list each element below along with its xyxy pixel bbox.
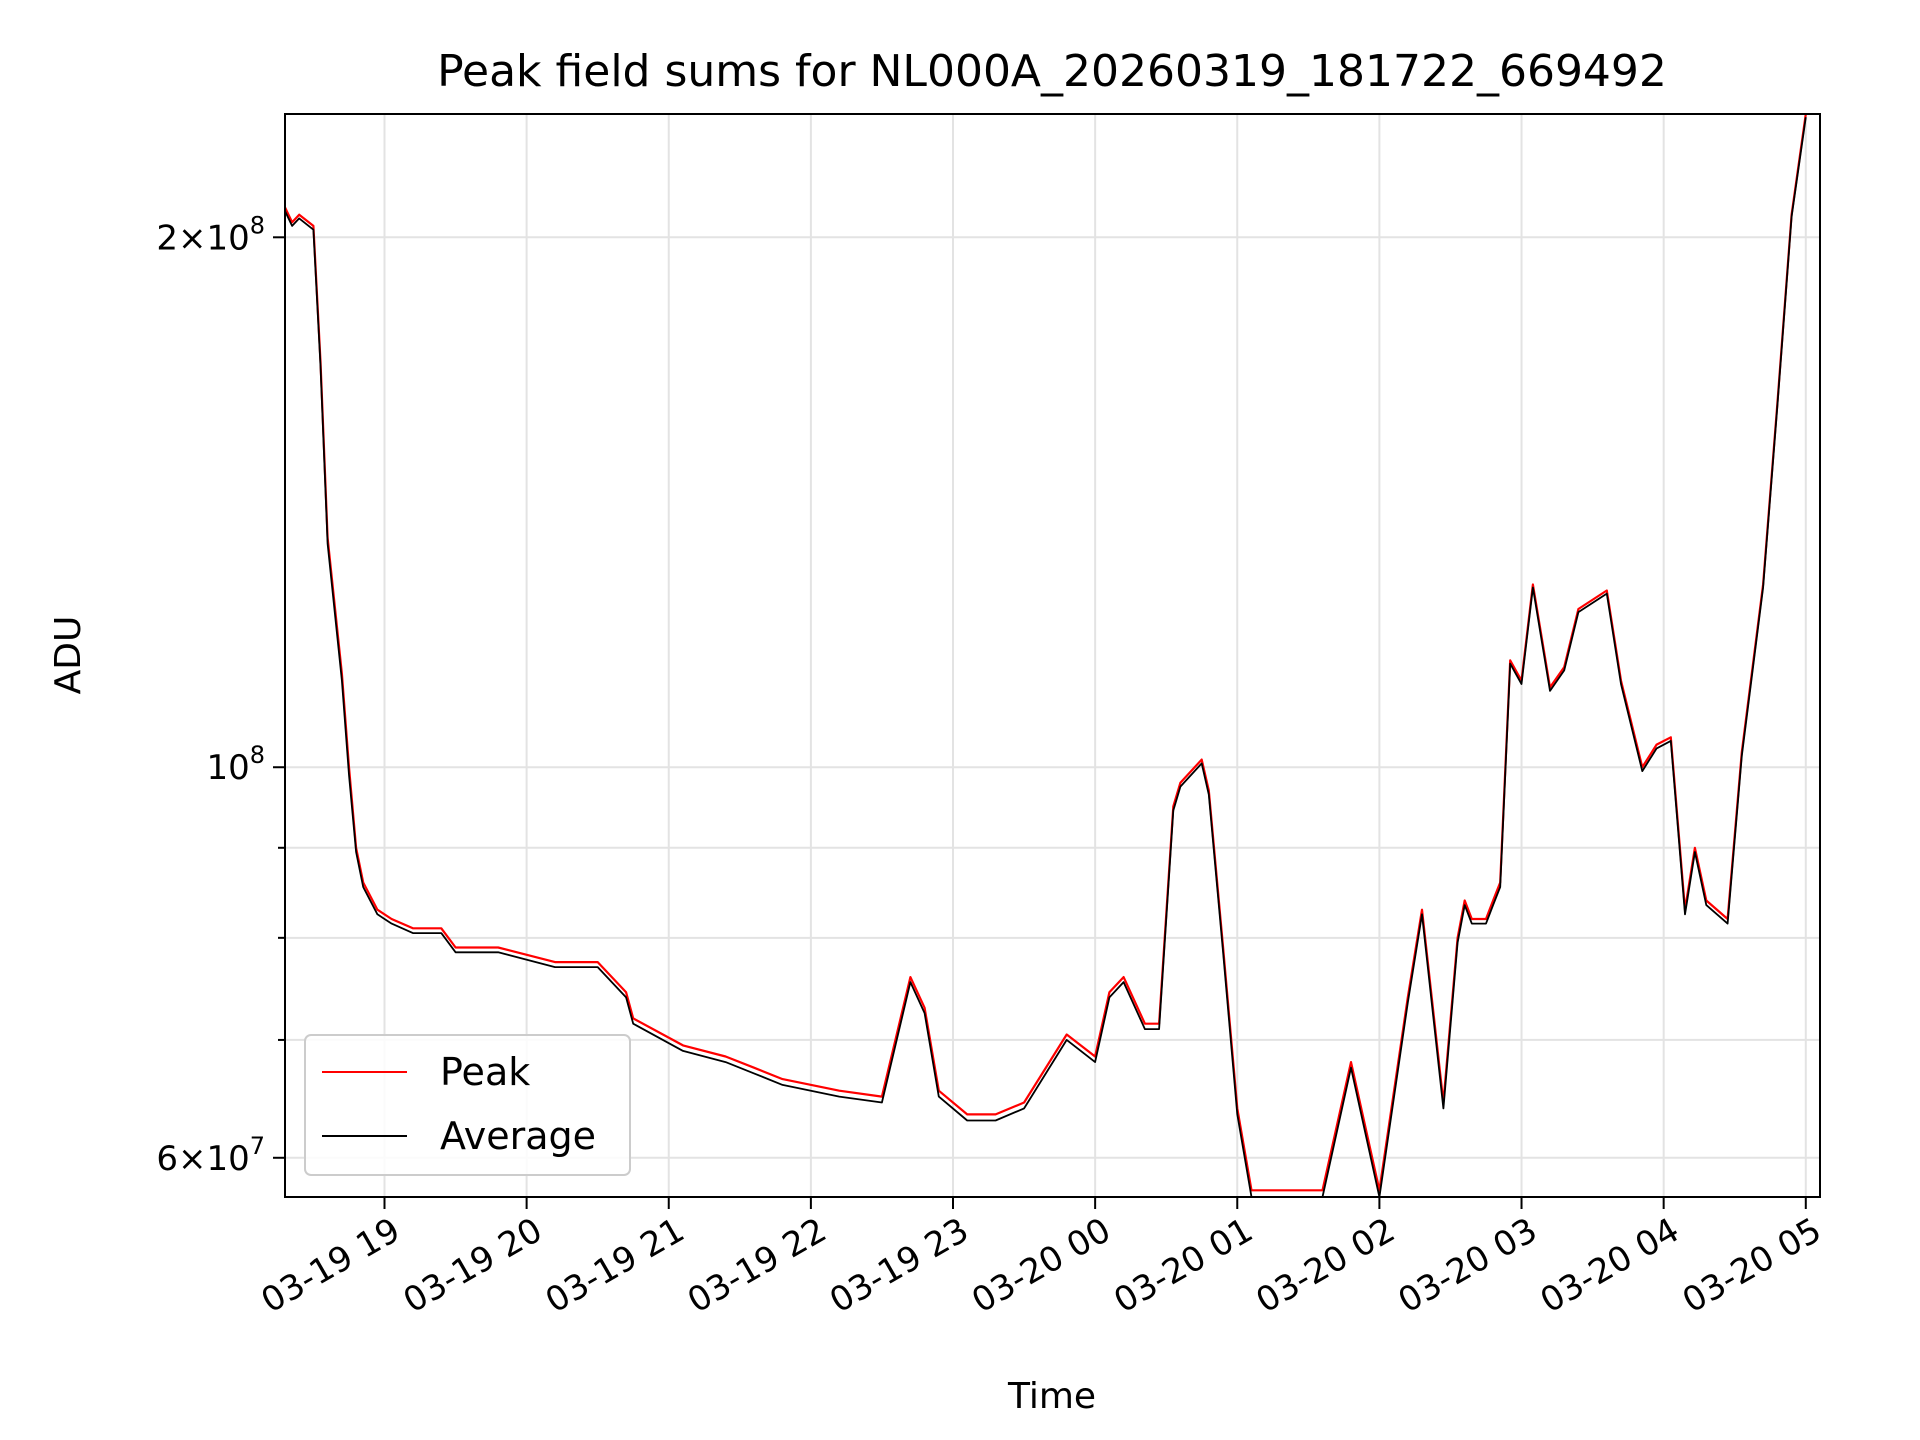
y-tick-label: 108 xyxy=(206,741,265,788)
y-axis-ticks: 6×107 108 2×108 xyxy=(156,211,285,1179)
legend-box xyxy=(304,1034,631,1176)
grid xyxy=(285,114,1820,1197)
series-line-peak xyxy=(285,114,1807,1192)
y-tick-label: 6×107 xyxy=(156,1132,265,1179)
legend: Peak Average xyxy=(304,1034,631,1176)
legend-label-peak: Peak xyxy=(440,1050,530,1094)
series-line-average xyxy=(285,117,1807,1197)
y-axis-label: ADU xyxy=(48,616,89,695)
x-axis-label: Time xyxy=(1007,1376,1096,1417)
plot-frame xyxy=(284,113,1821,1198)
y-tick-label: 2×108 xyxy=(156,211,265,258)
legend-label-average: Average xyxy=(440,1114,596,1158)
chart-title: Peak field sums for NL000A_20260319_1817… xyxy=(437,46,1667,97)
series xyxy=(285,114,1807,1197)
